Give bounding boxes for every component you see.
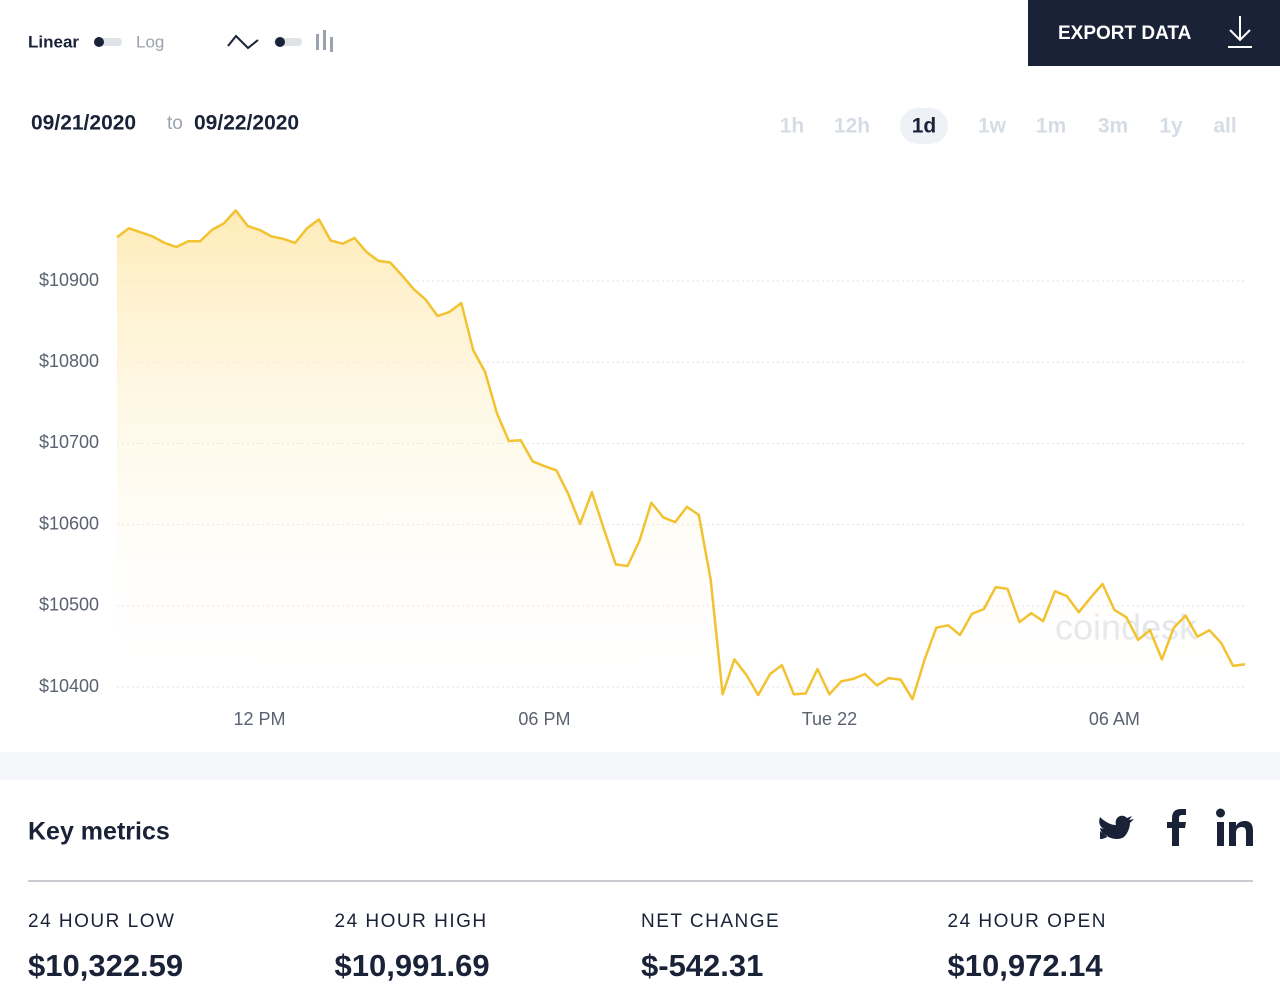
toggle-knob	[275, 37, 285, 47]
export-label[interactable]: EXPORT DATA	[1058, 23, 1192, 44]
bar-icon[interactable]	[316, 30, 333, 52]
date-range: 09/21/2020 to 09/22/2020	[31, 112, 299, 135]
metric-label: 24 HOUR HIGH	[335, 911, 488, 932]
metric-label: 24 HOUR OPEN	[948, 911, 1107, 932]
range-button[interactable]: 1y	[1159, 115, 1183, 138]
range-button[interactable]: 1w	[978, 115, 1007, 138]
y-tick-label: $10700	[39, 432, 99, 452]
range-button[interactable]: 1m	[1036, 115, 1066, 138]
log-label[interactable]: Log	[136, 32, 164, 51]
metric-value: $-542.31	[641, 948, 763, 983]
metric-label: NET CHANGE	[641, 911, 780, 932]
y-tick-label: $10600	[39, 513, 99, 533]
range-button[interactable]: 12h	[834, 115, 870, 138]
area-fill	[117, 210, 1245, 700]
facebook-icon[interactable]	[1167, 809, 1186, 846]
range-buttons: 1h 12h 1d 1w 1m 3m 1y all	[780, 108, 1237, 144]
chart: $10400 $10500 $10600 $10700 $10800 $10900 12 P…	[39, 209, 1246, 729]
x-tick-label: Tue 22	[802, 709, 857, 729]
date-to: 09/22/2020	[194, 112, 299, 135]
line-icon[interactable]	[227, 34, 259, 50]
y-tick-label: $10900	[39, 270, 99, 290]
x-tick-label: 12 PM	[233, 709, 285, 729]
download-icon	[1228, 16, 1252, 48]
x-tick-label: 06 AM	[1089, 709, 1140, 729]
linear-label[interactable]: Linear	[28, 32, 79, 51]
x-tick-label: 06 PM	[518, 709, 570, 729]
metric-value: $10,991.69	[335, 948, 490, 983]
range-button[interactable]: all	[1213, 115, 1236, 138]
toggle-knob	[94, 37, 104, 47]
metrics-title: Key metrics	[28, 818, 170, 846]
range-button[interactable]: 3m	[1098, 115, 1128, 138]
range-button[interactable]: 1h	[780, 115, 805, 138]
export-button[interactable]	[1028, 0, 1280, 66]
price-line	[116, 209, 1246, 701]
y-tick-label: $10800	[39, 351, 99, 371]
toolbar: Linear Log EXPORT DATA	[28, 0, 1280, 66]
metric-value: $10,972.14	[948, 948, 1104, 983]
range-active-bg	[900, 108, 948, 144]
metrics: 24 HOUR LOW $10,322.59 24 HOUR HIGH $10,991…	[28, 911, 1107, 983]
divider-band	[0, 752, 1280, 780]
social-icons	[1099, 808, 1253, 847]
date-sep: to	[167, 113, 183, 134]
metric-value: $10,322.59	[28, 948, 183, 983]
y-tick-label: $10400	[39, 676, 99, 696]
range-button[interactable]: 1d	[912, 115, 937, 138]
y-tick-label: $10500	[39, 595, 99, 615]
date-from: 09/21/2020	[31, 112, 136, 135]
linkedin-icon[interactable]	[1216, 808, 1253, 847]
twitter-icon[interactable]	[1099, 815, 1134, 839]
metric-label: 24 HOUR LOW	[28, 911, 175, 932]
